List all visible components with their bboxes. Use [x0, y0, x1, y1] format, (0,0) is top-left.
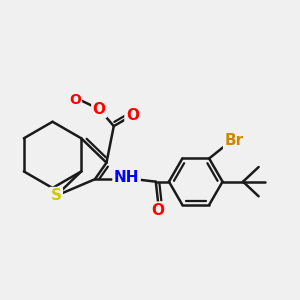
- Text: O: O: [126, 108, 139, 123]
- Text: NH: NH: [114, 170, 139, 185]
- Text: O: O: [152, 203, 165, 218]
- Text: Br: Br: [224, 134, 244, 148]
- Text: O: O: [93, 102, 106, 117]
- Text: O: O: [69, 93, 81, 107]
- Text: S: S: [50, 188, 62, 203]
